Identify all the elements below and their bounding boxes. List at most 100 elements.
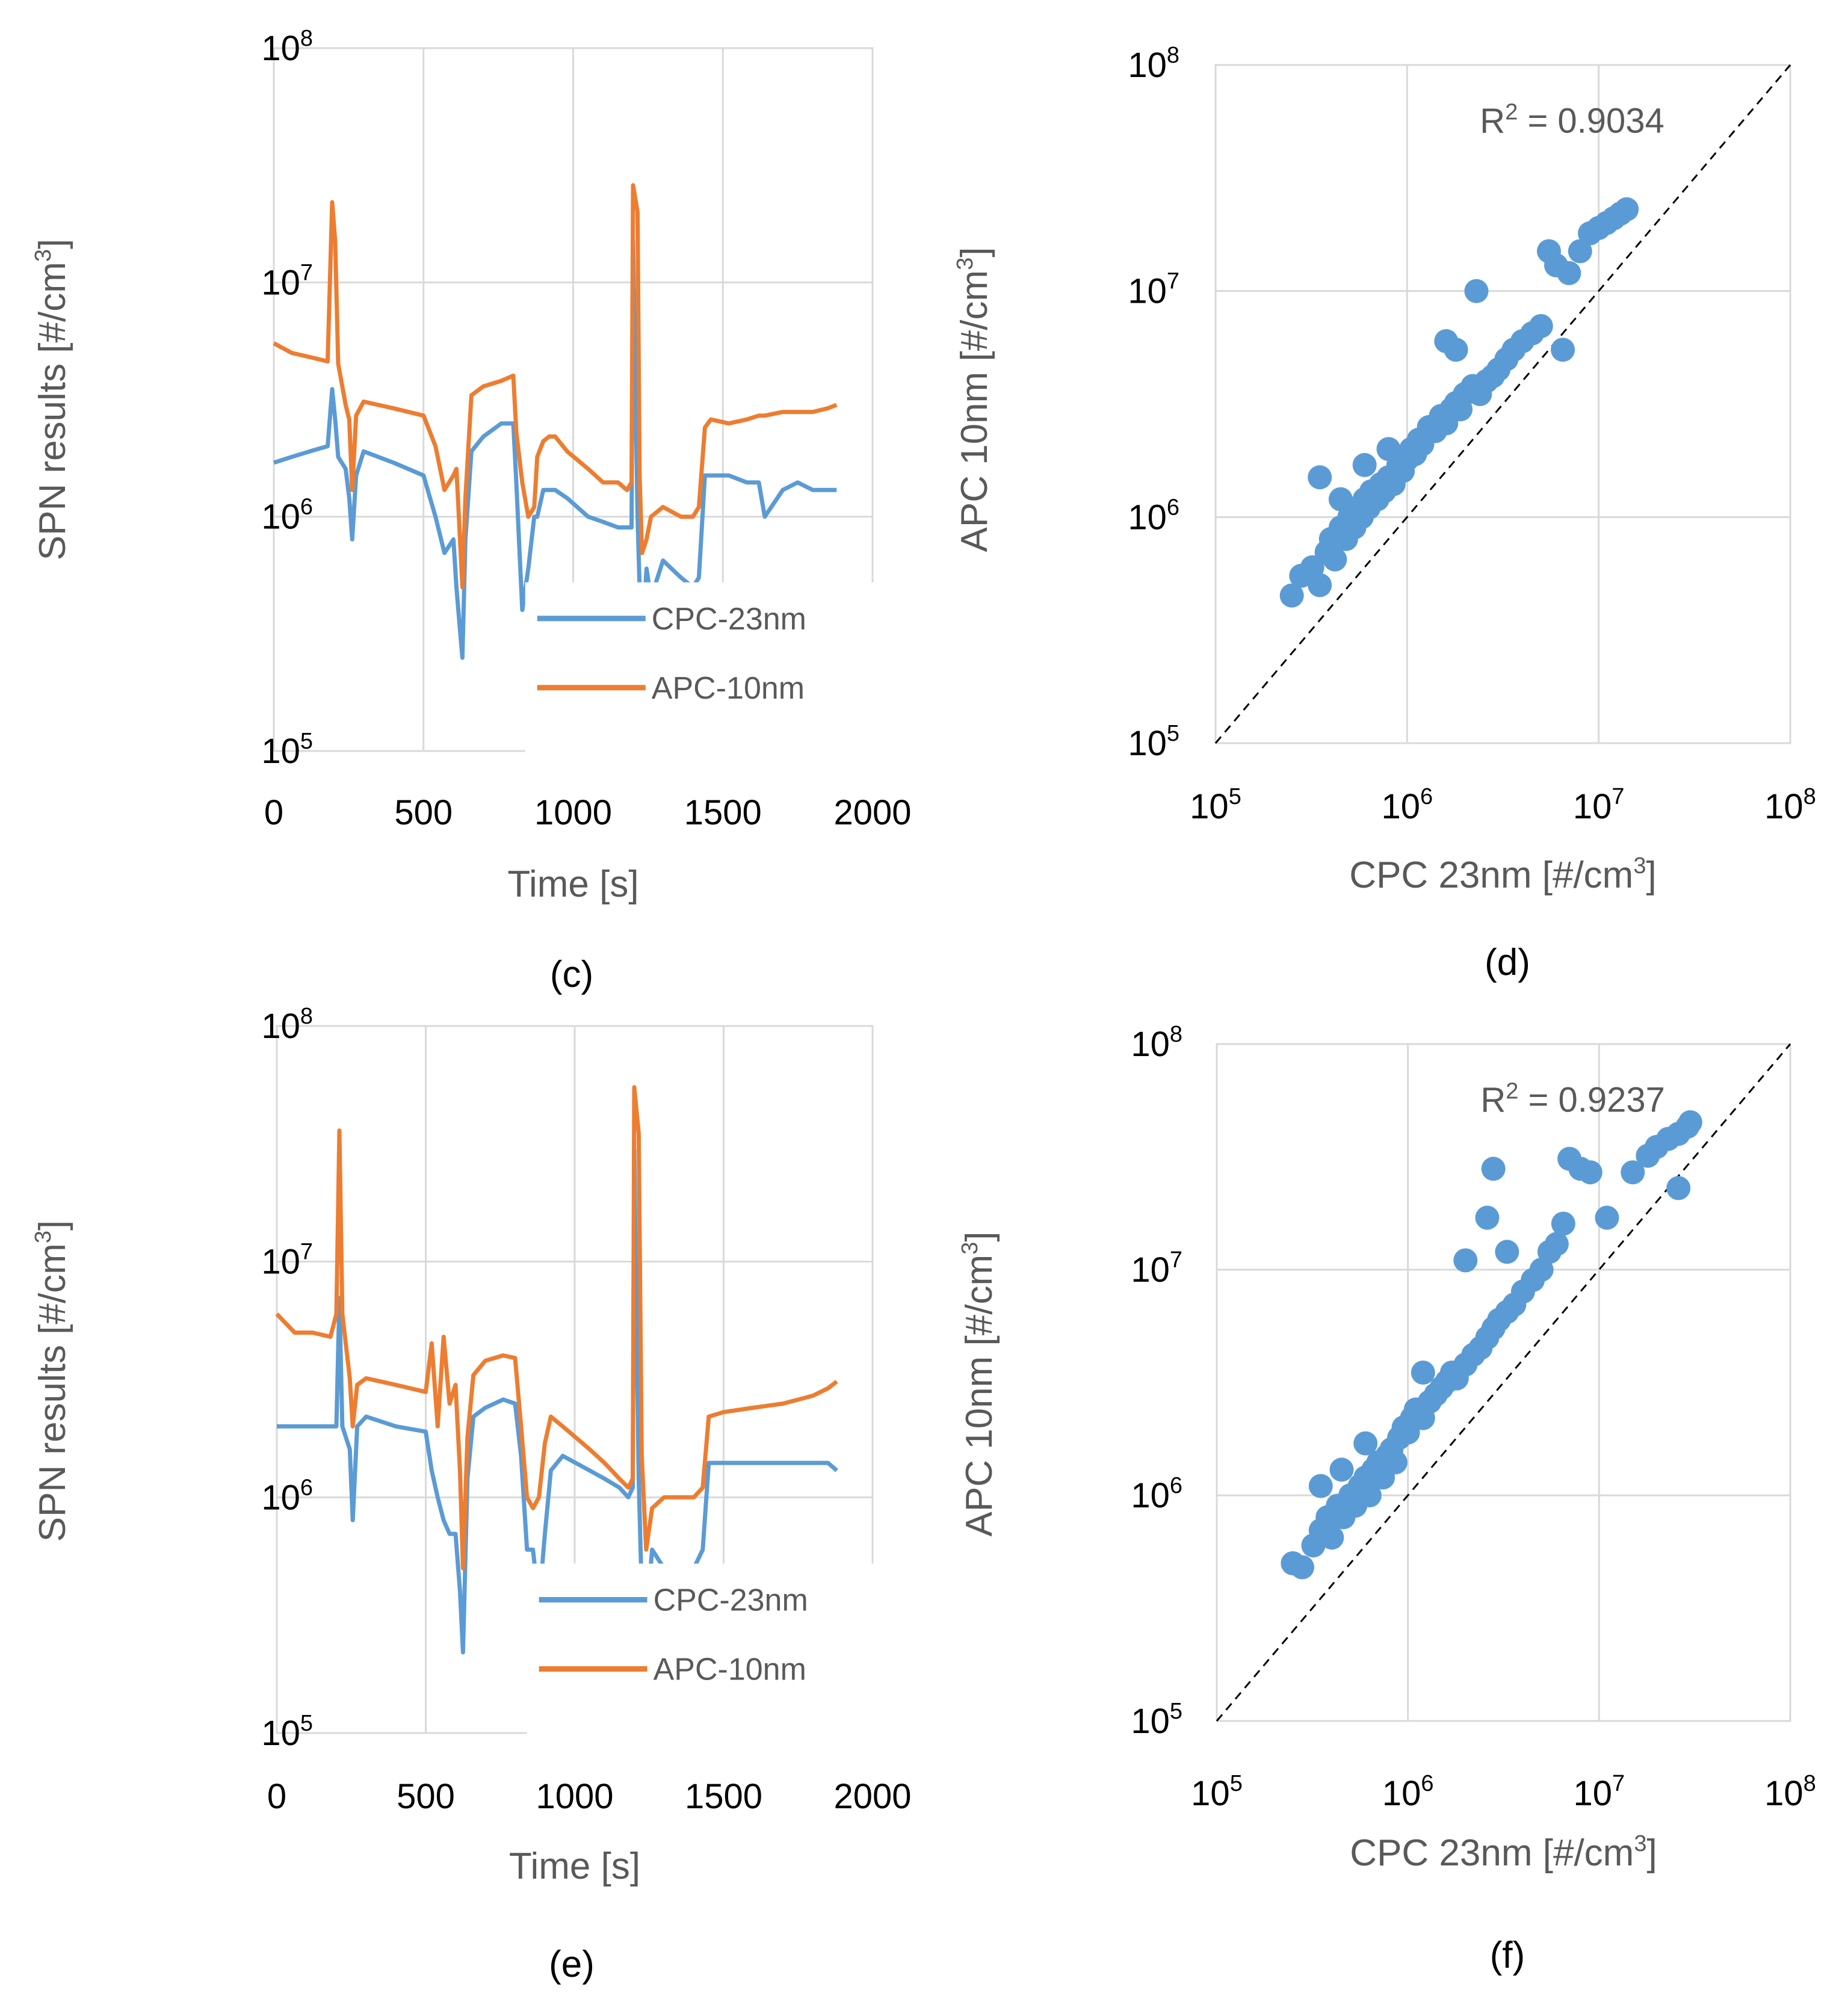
panel-e-x-axis-label: Time [s]: [509, 1846, 640, 1887]
panel-f-ytick-1e6: 106: [1131, 1473, 1182, 1515]
panel-c-legend: CPC-23nm APC-10nm: [537, 602, 806, 706]
panel-c-ytick-1e8: 108: [261, 26, 313, 68]
panel-d-ytick-1e5: 105: [1128, 721, 1179, 763]
panel-f-scatter: R2 = 0.9237 105 106 107 108 105 106 107 …: [957, 1022, 1816, 1976]
panel-f-ytick-1e7: 107: [1131, 1247, 1182, 1290]
panel-e-ytick-1e5: 105: [261, 1711, 313, 1753]
panel-e-legend-background: [527, 1563, 879, 1757]
panel-c-ytick-1e7: 107: [261, 260, 313, 302]
panel-c-legend-cpc-label: CPC-23nm: [652, 602, 806, 637]
scatter-point: [1595, 1205, 1619, 1230]
scatter-point: [1544, 1232, 1569, 1256]
panel-c-x-ticks: 0 500 1000 1500 2000: [264, 793, 912, 832]
panel-c-caption: (c): [550, 954, 593, 995]
scatter-point: [1328, 487, 1353, 511]
panel-c-xtick-500: 500: [394, 793, 453, 832]
panel-d-xtick-1e5: 105: [1190, 784, 1241, 826]
scatter-point: [1323, 547, 1347, 572]
panel-d-x-axis-label: CPC 23nm [#/cm3]: [1349, 853, 1656, 896]
panel-d-y-ticks: 105 106 107 108: [1128, 43, 1179, 763]
panel-f-y-ticks: 105 106 107 108: [1131, 1022, 1182, 1741]
panel-c-ytick-1e5: 105: [261, 729, 313, 771]
panel-c-xtick-1000: 1000: [534, 793, 612, 832]
scatter-point: [1568, 239, 1592, 264]
panel-f-xtick-1e8: 108: [1764, 1771, 1816, 1813]
series-line-apc-10nm: [275, 1085, 838, 1571]
scatter-point: [1308, 1474, 1333, 1498]
panel-d-reference-line: [1214, 64, 1791, 744]
scatter-point: [1615, 197, 1639, 221]
scatter-point: [1279, 583, 1304, 608]
scatter-point: [1453, 1248, 1478, 1273]
plot-area-frame: [1214, 64, 1791, 744]
scatter-point: [1495, 1240, 1519, 1264]
panel-d-x-ticks: 105 106 107 108: [1190, 784, 1816, 826]
panel-f-xtick-1e7: 107: [1574, 1771, 1625, 1813]
panel-d-xtick-1e6: 106: [1382, 784, 1433, 826]
panel-f-x-axis-label: CPC 23nm [#/cm3]: [1350, 1831, 1657, 1874]
panel-c-x-axis-label: Time [s]: [507, 864, 638, 905]
series-line-apc-10nm: [273, 183, 838, 590]
panel-e-xtick-0: 0: [267, 1777, 286, 1816]
panel-f-ytick-1e5: 105: [1131, 1699, 1182, 1741]
panel-f-points: [1281, 1110, 1702, 1580]
panel-c-legend-apc-label: APC-10nm: [652, 671, 805, 706]
scatter-point: [1678, 1110, 1702, 1134]
panel-f-reference-line: [1216, 1043, 1791, 1722]
panel-f-ytick-1e8: 108: [1131, 1022, 1182, 1064]
panel-e-xtick-500: 500: [397, 1777, 455, 1816]
scatter-point: [1551, 1211, 1575, 1236]
scatter-point: [1290, 1555, 1314, 1580]
panel-f-x-ticks: 105 106 107 108: [1191, 1771, 1816, 1813]
panel-d-xtick-1e8: 108: [1764, 784, 1816, 826]
scatter-point: [1352, 453, 1377, 477]
panel-e-xtick-1500: 1500: [685, 1777, 762, 1816]
panel-c-y-ticks: 105 106 107 108: [261, 26, 313, 771]
panel-d-points: [1279, 197, 1639, 608]
scatter-point: [1578, 1160, 1602, 1185]
series-line-cpc-23nm: [273, 239, 837, 660]
panel-c-series: [273, 183, 838, 660]
panel-d-scatter: R2 = 0.9034 105 106 107 108 105 106 107 …: [953, 43, 1816, 983]
panel-d-y-axis-label: APC 10nm [#/cm3]: [953, 247, 995, 552]
scatter-point: [1481, 1157, 1506, 1181]
panel-d-grid: [1214, 64, 1791, 744]
panel-f-r-squared: R2 = 0.9237: [1480, 1079, 1665, 1120]
panel-e-time-series: 105 106 107 108 0 500 1000 1500 2000 CPC…: [31, 1004, 912, 1985]
scatter-point: [1528, 314, 1553, 338]
panel-d-ytick-1e7: 107: [1128, 269, 1179, 311]
panel-e-ytick-1e6: 106: [261, 1475, 313, 1517]
panel-d-caption: (d): [1485, 942, 1530, 983]
panel-d-ytick-1e6: 106: [1128, 495, 1179, 537]
scatter-point: [1383, 1450, 1408, 1475]
scatter-point: [1434, 329, 1459, 353]
panel-e-y-ticks: 105 106 107 108: [261, 1004, 313, 1753]
panel-f-xtick-1e6: 106: [1382, 1771, 1434, 1813]
panel-e-ytick-1e7: 107: [261, 1240, 313, 1282]
scatter-point: [1376, 437, 1401, 462]
panel-d-xtick-1e7: 107: [1573, 784, 1625, 826]
panel-e-y-axis-label: SPN results [#/cm3]: [31, 1220, 73, 1542]
panel-c-y-axis-label: SPN results [#/cm3]: [31, 239, 73, 561]
scatter-point: [1621, 1160, 1645, 1185]
scatter-point: [1551, 338, 1575, 362]
scatter-point: [1411, 1361, 1435, 1385]
panel-f-y-axis-label: APC 10nm [#/cm3]: [957, 1232, 1000, 1537]
panel-c-ytick-1e6: 106: [261, 495, 313, 537]
scatter-point: [1329, 1457, 1354, 1482]
panel-e-x-ticks: 0 500 1000 1500 2000: [267, 1777, 912, 1816]
scatter-point: [1308, 465, 1332, 490]
scatter-point: [1666, 1176, 1691, 1200]
panel-e-legend-apc-label: APC-10nm: [654, 1652, 806, 1687]
panel-c-time-series: 105 106 107 108 0 500 1000 1500 2000 CPC…: [31, 26, 912, 995]
scatter-point: [1464, 279, 1489, 303]
panel-e-xtick-2000: 2000: [833, 1777, 911, 1816]
panel-e-legend-cpc-label: CPC-23nm: [654, 1583, 808, 1618]
panel-c-xtick-2000: 2000: [833, 793, 911, 832]
panel-c-xtick-1500: 1500: [684, 793, 762, 832]
scatter-point: [1557, 261, 1581, 285]
scatter-point: [1308, 573, 1332, 598]
plot-area-frame: [1216, 1043, 1791, 1722]
panel-e-ytick-1e8: 108: [261, 1004, 313, 1046]
